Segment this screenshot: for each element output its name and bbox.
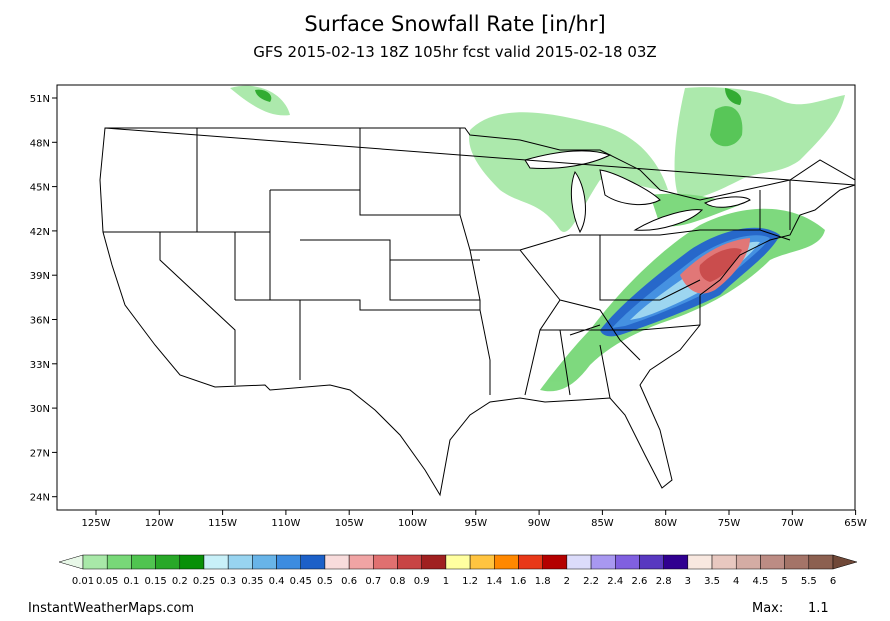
max-value: 1.1 [808,601,829,616]
colorbar-label: 0.35 [241,576,263,587]
colorbar-label: 2.4 [607,576,623,587]
colorbar-cell [760,554,785,570]
lat-label: 45N [30,183,50,194]
colorbar-label: 0.05 [96,576,118,587]
colorbar-cell [590,554,616,570]
colorbar-label: 0.7 [365,576,381,587]
lon-label: 120W [145,518,174,529]
colorbar-label: 0.25 [193,576,215,587]
lon-label: 95W [464,518,487,529]
colorbar-label: 6 [830,576,836,587]
colorbar-cell [518,554,543,570]
colorbar: 0.01 0.05 0.1 0.15 0.2 0.25 0.3 0.35 0.4 0.45 0.5 0… [58,554,858,587]
lon-label: 80W [654,518,677,529]
colorbar-cell [808,554,834,570]
colorbar-cell [639,554,664,570]
lat-label: 33N [30,360,50,371]
colorbar-cell [469,554,495,570]
lon-label: 65W [844,518,867,529]
colorbar-label: 4 [733,576,739,587]
colorbar-label: 0.5 [317,576,333,587]
colorbar-cell [711,554,737,570]
colorbar-label: 4.5 [752,576,768,587]
colorbar-cell [784,554,810,570]
lon-label: 110W [271,518,300,529]
colorbar-label: 0.2 [172,576,188,587]
colorbar-label: 0.9 [414,576,430,587]
colorbar-cell [179,554,205,570]
lon-label: 70W [781,518,804,529]
colorbar-cell [155,554,181,570]
colorbar-label: 0.3 [220,576,236,587]
colorbar-cell [276,554,301,570]
colorbar-cell [615,554,640,570]
lat-label: 51N [30,94,50,105]
colorbar-label: 0.1 [123,576,139,587]
colorbar-cell [300,554,326,570]
colorbar-cell [421,554,447,570]
lat-label: 39N [30,271,50,282]
colorbar-label: 1.8 [535,576,551,587]
colorbar-cell [397,554,422,570]
map [56,84,856,511]
colorbar-cell [131,554,156,570]
lat-label: 27N [30,448,50,459]
lon-label: 125W [82,518,111,529]
colorbar-label: 2.2 [583,576,599,587]
colorbar-cell [687,554,713,570]
colorbar-arrow [832,554,858,570]
lat-label: 42N [30,227,50,238]
colorbar-label: 0.45 [290,576,312,587]
max-label: Max: [752,601,783,616]
source: InstantWeatherMaps.com [28,601,194,616]
colorbar-cell [542,554,568,570]
lon-label: 100W [398,518,427,529]
colorbar-cell [106,554,132,570]
colorbar-cell [735,554,761,570]
colorbar-cell [203,554,229,570]
lat-label: 36N [30,316,50,327]
colorbar-label: 0.01 [72,576,94,587]
lon-label: 85W [591,518,614,529]
colorbar-cell [324,554,350,570]
colorbar-label: 0.15 [144,576,166,587]
lon-label: 115W [208,518,237,529]
colorbar-label: 0.6 [341,576,357,587]
colorbar-cell [373,554,398,570]
title: Surface Snowfall Rate [in/hr] [304,12,605,36]
longitude-labels: 125W 120W 115W 110W 105W 100W 95W 90W 85W 80W 75W 7… [82,510,867,529]
colorbar-arrow [58,554,84,570]
colorbar-label: 1.2 [462,576,478,587]
colorbar-label: 0.8 [390,576,406,587]
lon-label: 75W [718,518,741,529]
lat-label: 48N [30,138,50,149]
colorbar-cell [82,554,108,570]
colorbar-cell [252,554,277,570]
colorbar-cell [566,554,592,570]
colorbar-label: 2.6 [631,576,647,587]
subtitle: GFS 2015-02-13 18Z 105hr fcst valid 2015… [253,43,656,61]
colorbar-label: 2 [564,576,570,587]
lon-label: 105W [335,518,364,529]
latitude-labels: 51N 48N 45N 42N 39N 36N 33N 30N 27N 24N [30,94,57,504]
lat-label: 24N [30,493,50,504]
lon-label: 90W [528,518,551,529]
colorbar-label: 3 [685,576,691,587]
colorbar-label: 2.8 [656,576,672,587]
colorbar-label: 1 [443,576,449,587]
colorbar-label: 1.4 [486,576,502,587]
colorbar-label: 5 [781,576,787,587]
colorbar-label: 5.5 [801,576,817,587]
colorbar-cell [494,554,519,570]
colorbar-cell [663,554,689,570]
colorbar-cell [445,554,471,570]
colorbar-label: 3.5 [704,576,720,587]
colorbar-cell [348,554,374,570]
lat-label: 30N [30,404,50,415]
colorbar-label: 0.4 [269,576,285,587]
colorbar-cell [227,554,253,570]
colorbar-label: 1.6 [511,576,527,587]
